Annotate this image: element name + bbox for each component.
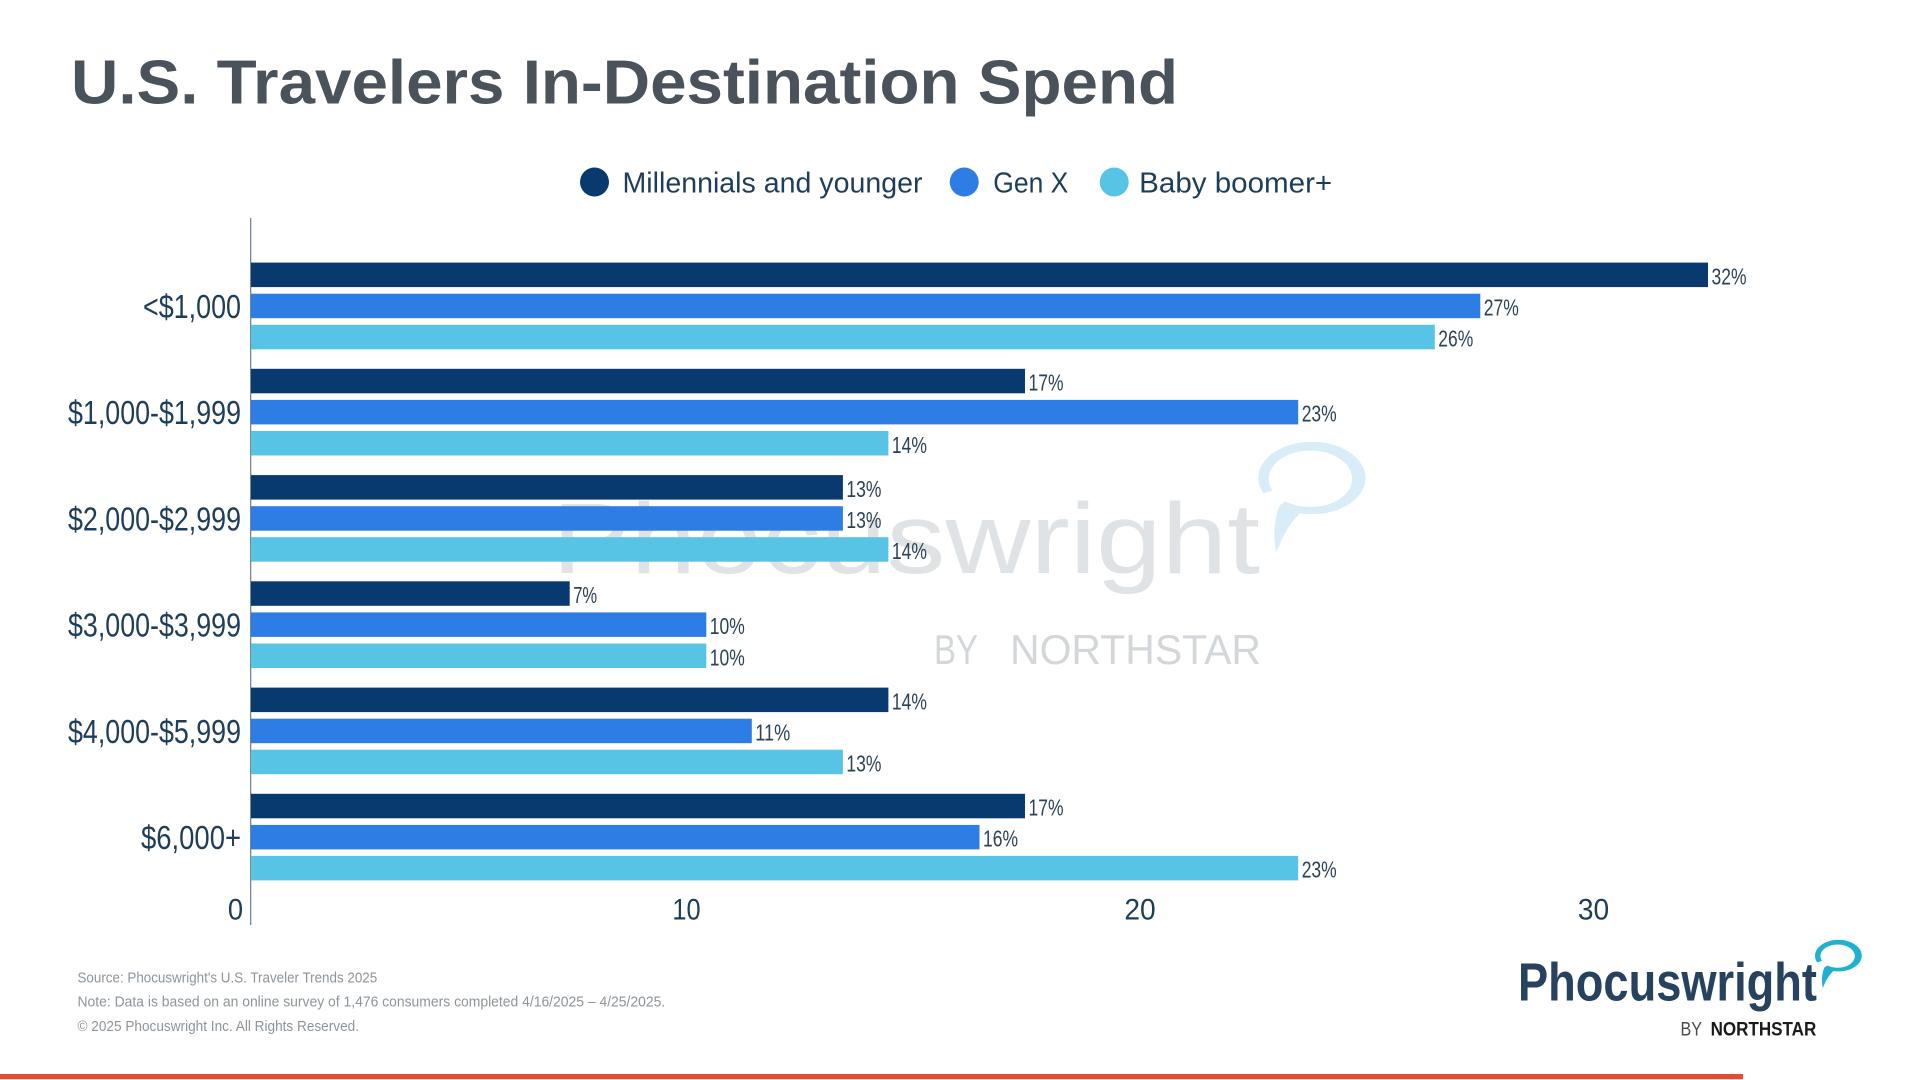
svg-text:13%: 13% bbox=[846, 507, 881, 533]
svg-text:11%: 11% bbox=[755, 720, 790, 746]
svg-text:Baby boomer+: Baby boomer+ bbox=[1139, 168, 1332, 200]
svg-text:$2,000-$2,999: $2,000-$2,999 bbox=[68, 501, 241, 538]
svg-text:10%: 10% bbox=[710, 613, 745, 639]
svg-text:30: 30 bbox=[1578, 893, 1609, 926]
svg-text:BY: BY bbox=[934, 626, 978, 673]
svg-text:26%: 26% bbox=[1438, 326, 1473, 352]
svg-text:$6,000+: $6,000+ bbox=[141, 819, 241, 856]
svg-text:<$1,000: <$1,000 bbox=[143, 288, 241, 325]
svg-text:0: 0 bbox=[228, 893, 243, 926]
svg-text:$1,000-$1,999: $1,000-$1,999 bbox=[68, 394, 241, 431]
svg-text:17%: 17% bbox=[1029, 795, 1064, 821]
svg-text:13%: 13% bbox=[846, 476, 881, 502]
svg-text:23%: 23% bbox=[1302, 857, 1337, 883]
svg-text:Phocuswright: Phocuswright bbox=[1518, 953, 1817, 1013]
svg-text:7%: 7% bbox=[573, 582, 597, 608]
svg-text:14%: 14% bbox=[892, 538, 927, 564]
svg-text:$3,000-$3,999: $3,000-$3,999 bbox=[68, 607, 241, 644]
svg-text:16%: 16% bbox=[983, 826, 1018, 852]
svg-text:Gen X: Gen X bbox=[993, 168, 1068, 200]
svg-text:13%: 13% bbox=[846, 751, 881, 777]
svg-text:Millennials and younger: Millennials and younger bbox=[623, 168, 923, 200]
svg-text:NORTHSTAR: NORTHSTAR bbox=[1010, 626, 1261, 673]
svg-text:Note: Data is based on an onli: Note: Data is based on an online survey … bbox=[78, 994, 666, 1011]
svg-text:14%: 14% bbox=[892, 432, 927, 458]
svg-text:10%: 10% bbox=[710, 644, 745, 670]
svg-text:32%: 32% bbox=[1712, 263, 1747, 289]
svg-text:10: 10 bbox=[672, 893, 700, 926]
svg-text:20: 20 bbox=[1124, 893, 1155, 926]
svg-text:U.S. Travelers In-Destination: U.S. Travelers In-Destination Spend bbox=[71, 48, 1178, 117]
svg-text:Source: Phocuswright's U.S. Tr: Source: Phocuswright's U.S. Traveler Tre… bbox=[78, 970, 378, 987]
svg-text:23%: 23% bbox=[1302, 401, 1337, 427]
svg-text:© 2025 Phocuswright Inc. All R: © 2025 Phocuswright Inc. All Rights Rese… bbox=[78, 1018, 360, 1035]
svg-text:27%: 27% bbox=[1484, 295, 1519, 321]
svg-text:17%: 17% bbox=[1029, 370, 1064, 396]
svg-text:14%: 14% bbox=[892, 688, 927, 714]
svg-text:BY: BY bbox=[1681, 1020, 1703, 1041]
svg-text:NORTHSTAR: NORTHSTAR bbox=[1711, 1020, 1817, 1041]
svg-text:$4,000-$5,999: $4,000-$5,999 bbox=[68, 713, 241, 750]
